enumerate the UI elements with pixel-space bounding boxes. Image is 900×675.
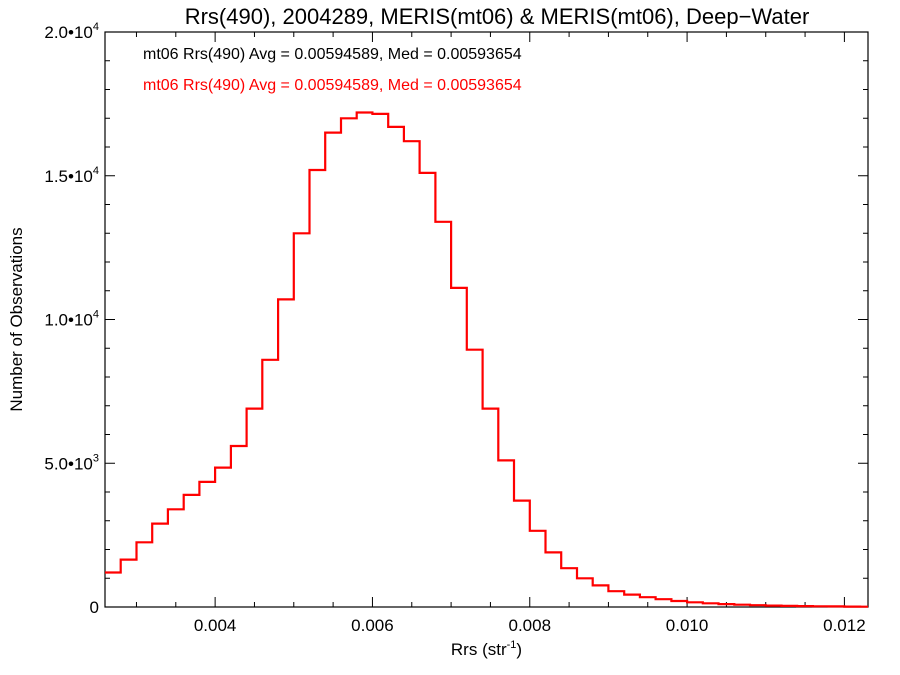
axis-ticks: 0.004 0.006 0.008 0.010 0.012 0 5.0•103 1.0•104… [44,21,868,635]
x-axis-label: Rrs (str-1) [451,639,522,659]
x-tick-label: 0.008 [508,616,551,635]
x-tick-label: 0.004 [194,616,237,635]
x-tick-label: 0.006 [351,616,394,635]
annotation-group: mt06 Rrs(490) Avg = 0.00594589, Med = 0.… [143,46,522,94]
series-line [105,111,868,608]
x-tick-label: 0.012 [823,616,866,635]
chart-title: Rrs(490), 2004289, MERIS(mt06) & MERIS(m… [185,4,810,29]
y-tick-label: 1.0•104 [44,309,99,330]
y-tick-label: 1.5•104 [44,165,99,186]
plot-frame [104,31,869,608]
x-tick-label: 0.010 [666,616,709,635]
y-tick-label: 0 [90,598,99,617]
y-axis-label: Number of Observations [7,227,26,411]
series-group [105,111,868,608]
y-tick-label: 2.0•104 [44,21,99,42]
y-tick-label: 5.0•103 [44,452,99,473]
annotation-text: mt06 Rrs(490) Avg = 0.00594589, Med = 0.… [143,77,522,94]
annotation-text: mt06 Rrs(490) Avg = 0.00594589, Med = 0.… [143,46,522,63]
